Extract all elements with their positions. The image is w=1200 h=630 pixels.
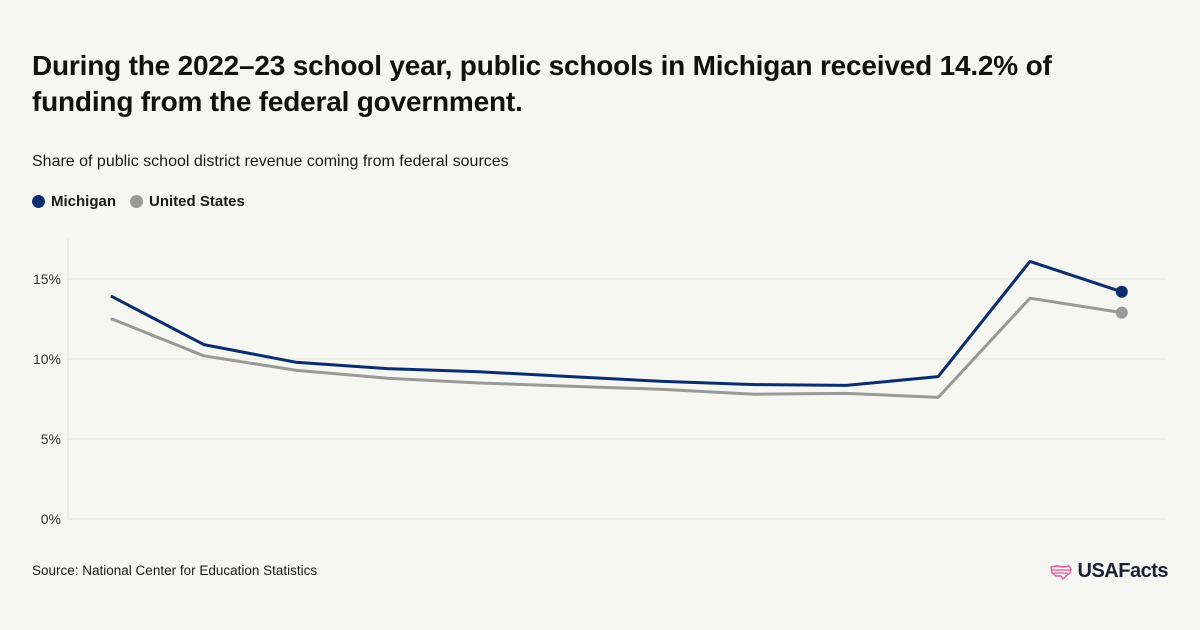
series-line-michigan [110, 259, 1124, 387]
legend-swatch-michigan [32, 195, 45, 208]
y-tick-label: 15% [33, 271, 61, 287]
legend-label-united-states: United States [149, 193, 245, 210]
legend-item-united-states: United States [130, 193, 245, 210]
legend: Michigan United States [32, 193, 245, 210]
y-tick-label: 0% [41, 511, 61, 527]
y-tick-label: 5% [41, 431, 61, 447]
source-note: Source: National Center for Education St… [32, 563, 318, 578]
end-point-michigan [1115, 285, 1128, 298]
chart-subtitle: Share of public school district revenue … [32, 153, 509, 170]
line-chart: 0% 5% 10% 15% [33, 239, 1165, 527]
chart-title: During the 2022–23 school year, public s… [32, 50, 1052, 117]
legend-label-michigan: Michigan [51, 193, 117, 210]
series-line-united-states [110, 296, 1124, 399]
end-point-united-states [1115, 306, 1128, 319]
y-tick-label: 10% [33, 351, 61, 367]
logo-text: USAFacts [1077, 560, 1169, 582]
legend-swatch-united-states [130, 195, 144, 208]
usafacts-logo: USAFacts [1049, 560, 1169, 583]
legend-item-michigan: Michigan [32, 193, 116, 210]
usa-flag-map-icon [1049, 564, 1072, 580]
